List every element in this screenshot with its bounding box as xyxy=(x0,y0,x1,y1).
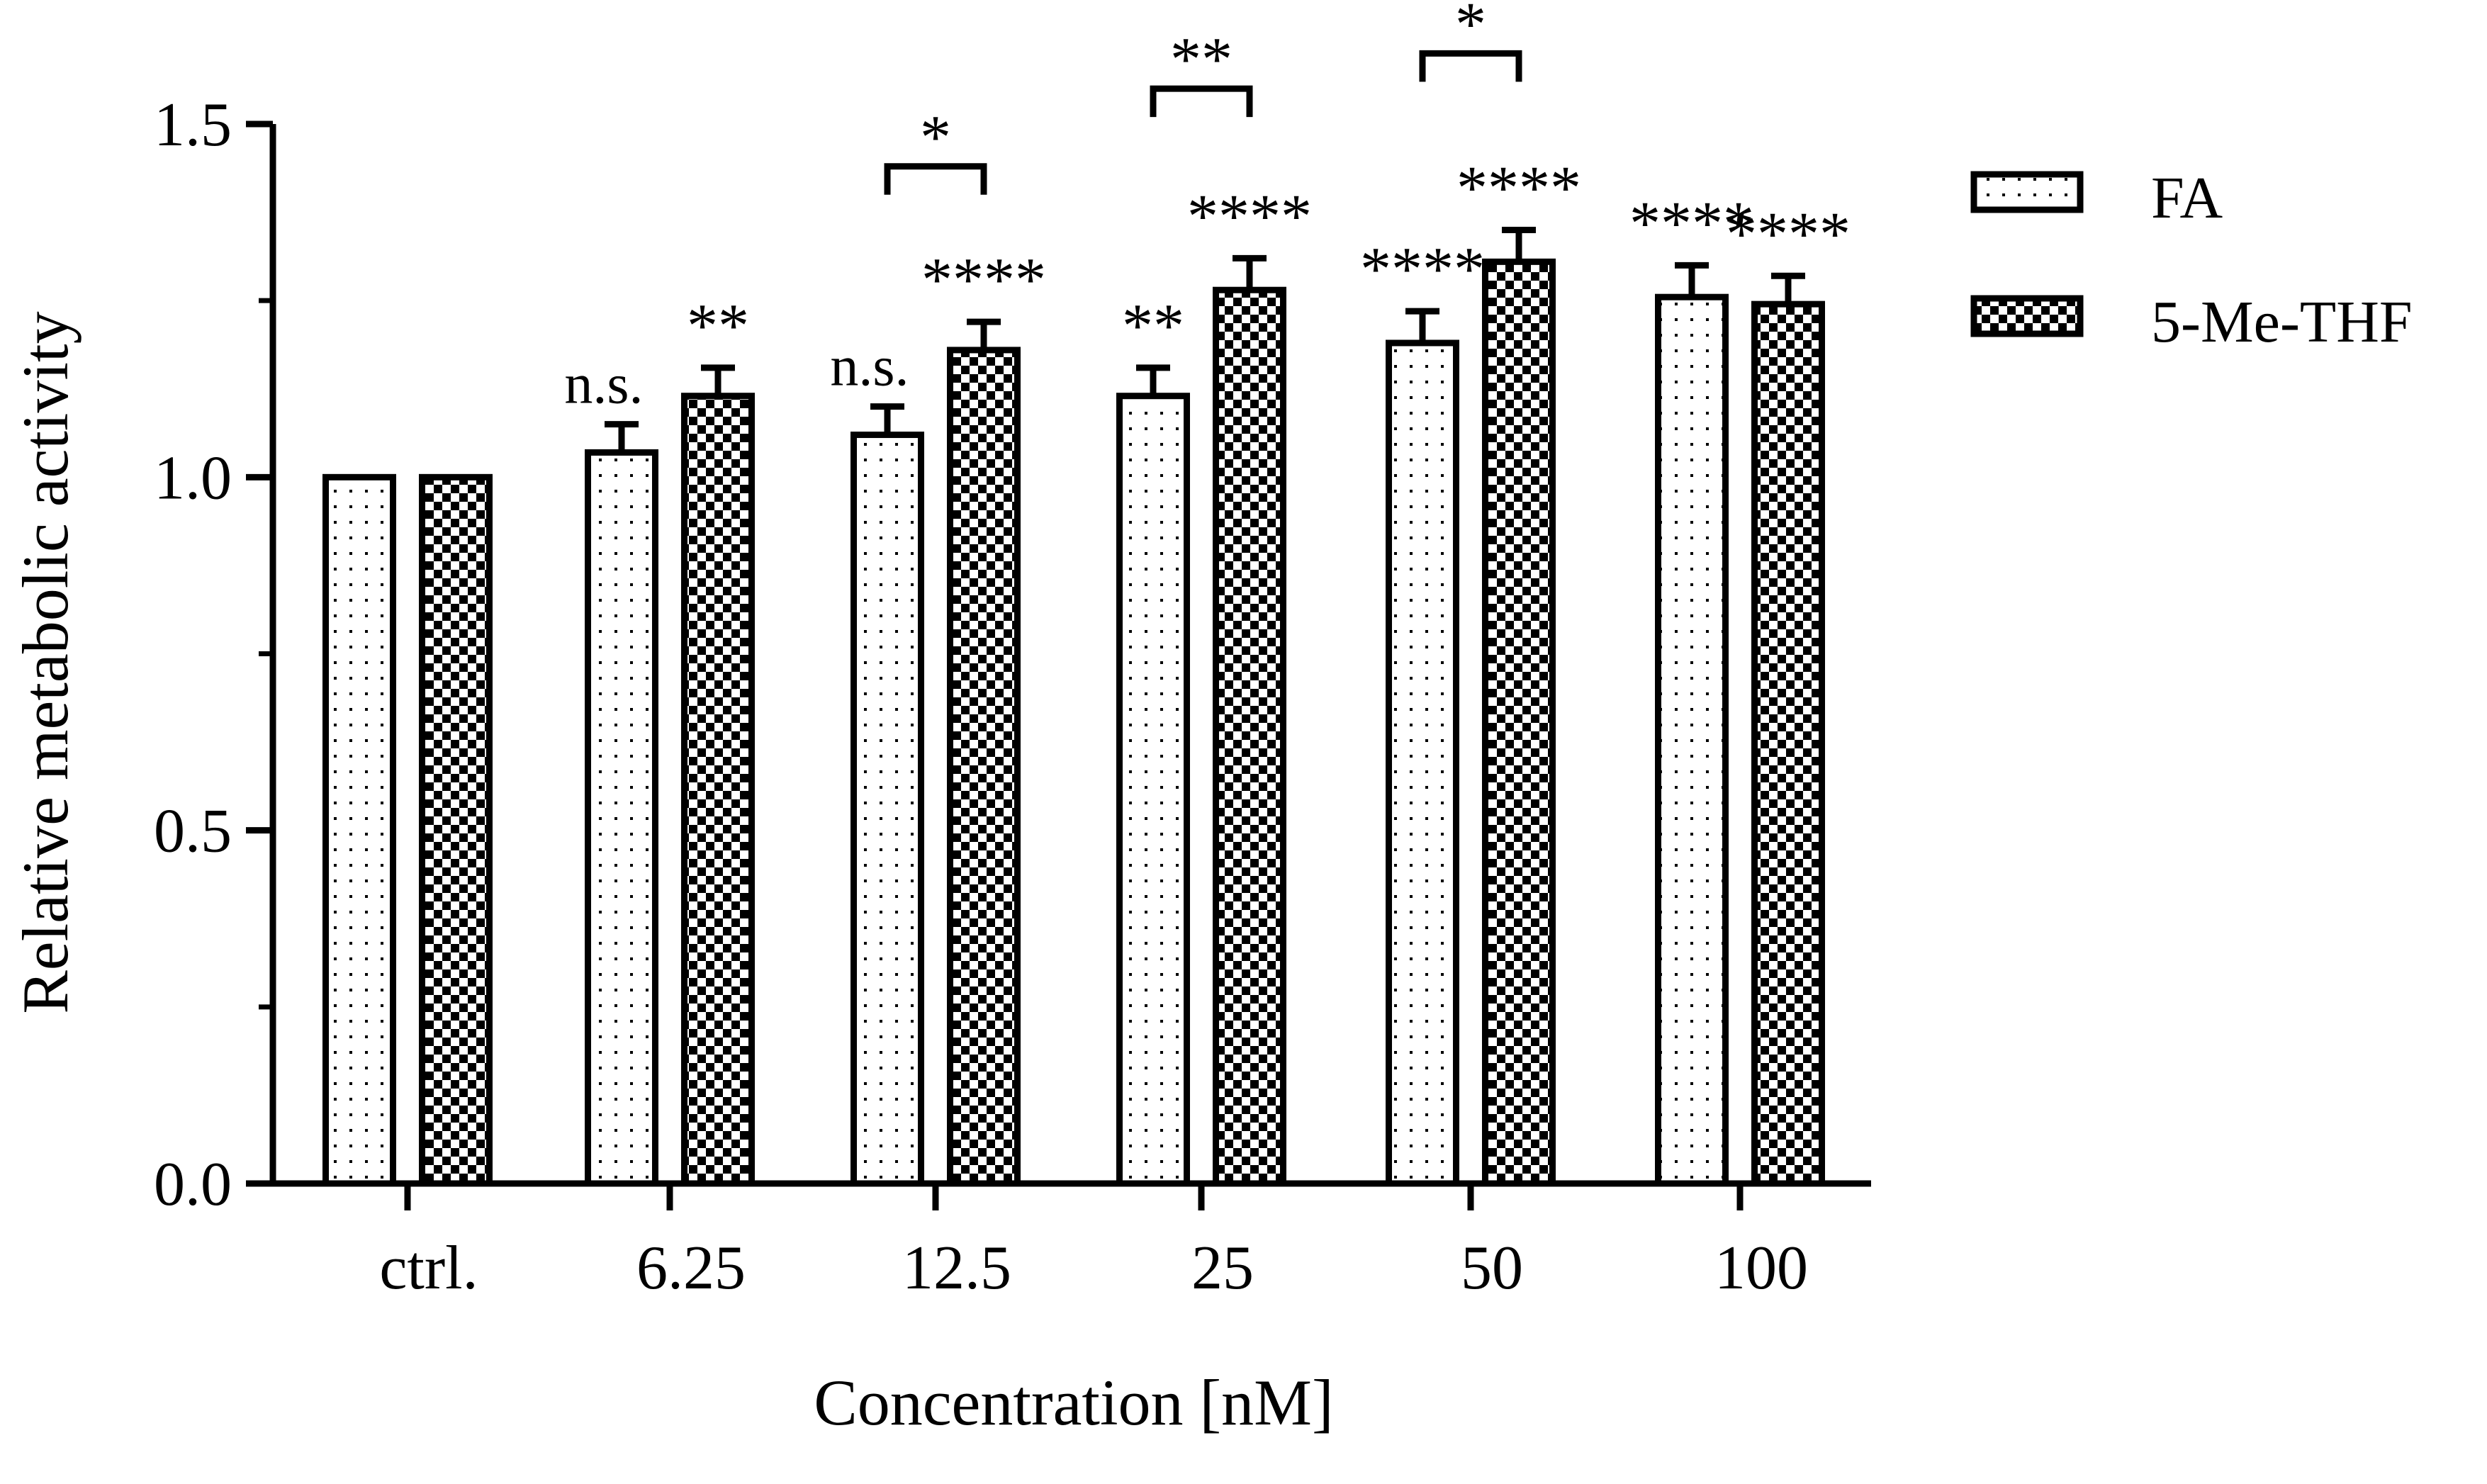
y-tick-label: 1.0 xyxy=(154,444,232,512)
significance-label: n.s. xyxy=(564,354,643,416)
legend: FA 5-Me-THF xyxy=(1970,165,2413,355)
bar-fa-625 xyxy=(585,449,658,1187)
comparison-bracket xyxy=(1150,85,1253,118)
significance-label: ** xyxy=(687,292,749,361)
bar-5-me-thf-625 xyxy=(681,393,755,1187)
comparison-label: * xyxy=(920,103,951,172)
x-tick-label: 50 xyxy=(1461,1234,1523,1303)
axes: 0.0 0.5 1.0 1.5 ctrl. 6.25 12.5 25 50 100 xyxy=(154,91,1871,1303)
bar-5-me-thf-25 xyxy=(1213,286,1286,1187)
legend-swatch-5-me-thf xyxy=(1970,295,2084,337)
comparison-bracket xyxy=(1419,50,1522,82)
significance-label: **** xyxy=(1187,182,1312,251)
bar-5-me-thf-100 xyxy=(1751,300,1825,1187)
x-tick-label: 12.5 xyxy=(902,1234,1011,1303)
annotations-layer: n.s. n.s.******************** ************ xyxy=(564,0,1851,416)
significance-label: **** xyxy=(921,246,1046,315)
comparison-label: ** xyxy=(1170,26,1233,94)
significance-label: **** xyxy=(1360,235,1485,304)
legend-label-fa: FA xyxy=(2151,165,2223,231)
y-tick-label: 1.5 xyxy=(154,91,232,159)
significance-label: n.s. xyxy=(830,336,909,398)
x-axis-label: Concentration [nM] xyxy=(814,1366,1333,1439)
bar-5-me-thf-ctrl xyxy=(419,473,493,1187)
x-tick-label: 25 xyxy=(1191,1234,1254,1303)
x-tick-label: ctrl. xyxy=(379,1234,478,1303)
bar-fa-125 xyxy=(850,432,924,1187)
significance-label: ** xyxy=(1122,292,1184,361)
x-tick-label: 100 xyxy=(1714,1234,1808,1303)
y-tick-label: 0.5 xyxy=(154,797,232,866)
bar-5-me-thf-125 xyxy=(947,347,1021,1187)
bar-fa-25 xyxy=(1116,393,1190,1187)
y-tick-label: 0.0 xyxy=(154,1150,232,1219)
bars-layer xyxy=(322,227,1825,1187)
x-tick-label: 6.25 xyxy=(636,1234,746,1303)
significance-label: **** xyxy=(1726,200,1851,269)
bar-fa-50 xyxy=(1386,339,1459,1187)
y-axis-label: Relative metabolic activity xyxy=(9,311,82,1013)
legend-label-5-me-thf: 5-Me-THF xyxy=(2151,289,2413,355)
bar-fa-ctrl xyxy=(322,473,396,1187)
comparison-label: * xyxy=(1455,0,1486,59)
comparison-bracket xyxy=(884,163,987,195)
significance-label: **** xyxy=(1456,154,1581,223)
legend-swatch-fa xyxy=(1970,171,2084,213)
significance-label: **** xyxy=(1629,189,1754,258)
bar-5-me-thf-50 xyxy=(1482,258,1556,1187)
bar-fa-100 xyxy=(1655,293,1729,1187)
